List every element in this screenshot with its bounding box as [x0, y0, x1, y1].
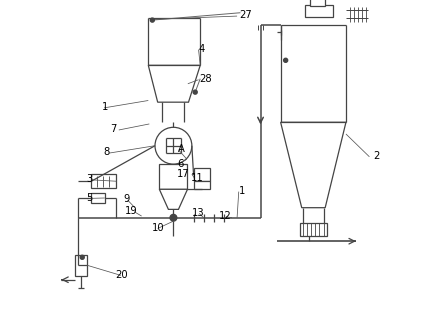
- Text: 9: 9: [123, 194, 130, 204]
- Text: 2: 2: [373, 151, 379, 161]
- Text: 20: 20: [115, 270, 128, 280]
- Text: 1: 1: [102, 102, 108, 112]
- Polygon shape: [281, 122, 346, 208]
- Text: 27: 27: [239, 10, 252, 20]
- Text: 1: 1: [239, 186, 245, 196]
- Text: 11: 11: [190, 173, 203, 183]
- Text: 28: 28: [199, 74, 211, 84]
- Polygon shape: [148, 65, 200, 102]
- Text: 7: 7: [110, 124, 116, 134]
- Bar: [194, 181, 210, 189]
- Text: 10: 10: [152, 223, 165, 233]
- Bar: [159, 164, 187, 189]
- Text: 6: 6: [177, 159, 183, 169]
- Circle shape: [284, 58, 288, 62]
- Text: 5: 5: [87, 193, 93, 203]
- Circle shape: [193, 90, 197, 94]
- Bar: [75, 255, 87, 276]
- Text: 17: 17: [177, 169, 190, 179]
- Text: 8: 8: [103, 147, 110, 157]
- Text: A: A: [178, 144, 185, 154]
- Circle shape: [155, 127, 192, 164]
- Bar: [309, 0, 325, 6]
- Text: 13: 13: [192, 208, 205, 218]
- Bar: [300, 223, 327, 236]
- Text: 12: 12: [219, 211, 232, 221]
- Polygon shape: [159, 189, 187, 209]
- Circle shape: [151, 18, 155, 22]
- Bar: [305, 5, 333, 17]
- Text: 4: 4: [199, 44, 205, 54]
- Circle shape: [170, 214, 177, 221]
- Bar: [91, 193, 105, 203]
- Bar: [194, 168, 210, 181]
- Bar: [91, 174, 116, 188]
- Circle shape: [80, 255, 84, 259]
- Text: 19: 19: [125, 206, 138, 216]
- Text: 3: 3: [87, 174, 93, 184]
